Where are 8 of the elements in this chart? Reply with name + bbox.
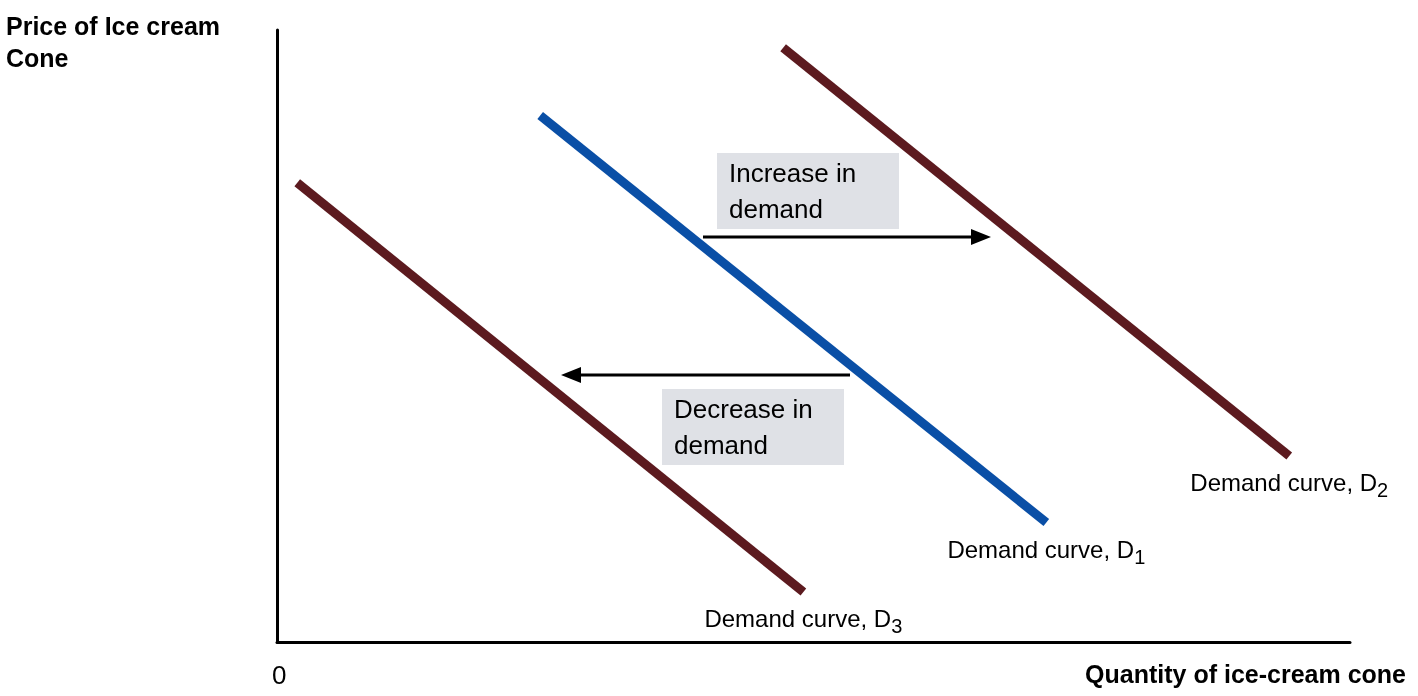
y-axis-title: Price of Ice cream Cone (6, 11, 221, 74)
series-label: Demand curve, D$_{2}$ (1190, 468, 1389, 503)
text: 0 (272, 660, 287, 691)
annotation: Increase in demand (717, 153, 899, 229)
annotation: Decrease in demand (662, 389, 844, 465)
series-label: Demand curve, D$_{1}$ (947, 534, 1146, 570)
x-axis-title: Quantity of ice-cream cone (1085, 660, 1406, 689)
series-label: Demand curve, D$_{3}$ (704, 604, 903, 639)
